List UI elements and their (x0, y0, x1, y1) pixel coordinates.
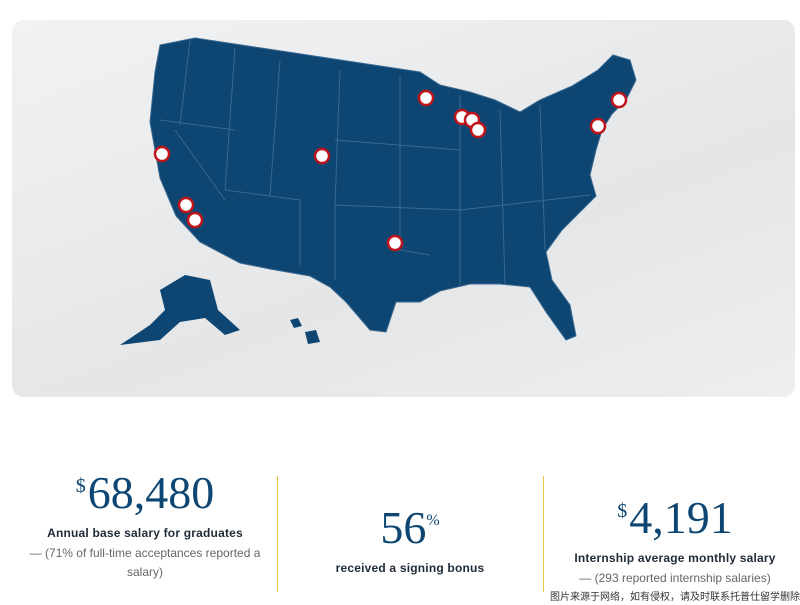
state-lines (159, 39, 591, 285)
stat-bonus: 56% received a signing bonus (285, 505, 535, 576)
currency: $ (75, 475, 86, 497)
pins (153, 89, 628, 252)
watermark: 图片来源于网络，如有侵权，请及时联系托普仕留学删除 (550, 592, 800, 603)
stat-salary: $68,480 Annual base salary for graduates… (20, 470, 270, 582)
stat-label: Internship average monthly salary (574, 551, 776, 565)
alaska (120, 275, 240, 345)
stat-value: $68,480 (20, 470, 270, 516)
stat-note: — (71% of full-time acceptances reported… (29, 546, 261, 579)
stat-value: $4,191 (550, 495, 800, 541)
value: 56 (380, 502, 427, 553)
hawaii (290, 318, 320, 344)
map-panel (12, 20, 795, 397)
currency: $ (617, 500, 628, 522)
stat-value: 56% (285, 505, 535, 551)
stat-label: received a signing bonus (335, 561, 485, 575)
value: 68,480 (87, 467, 215, 518)
value: 4,191 (629, 492, 733, 543)
divider (277, 476, 278, 592)
us-map (120, 37, 637, 345)
unit: % (426, 512, 440, 529)
stat-internship: $4,191 Internship average monthly salary… (550, 495, 800, 588)
us-mainland (149, 37, 637, 341)
divider (543, 476, 544, 592)
stat-label: Annual base salary for graduates (47, 526, 243, 540)
stat-note: — (293 reported internship salaries) (579, 571, 771, 585)
